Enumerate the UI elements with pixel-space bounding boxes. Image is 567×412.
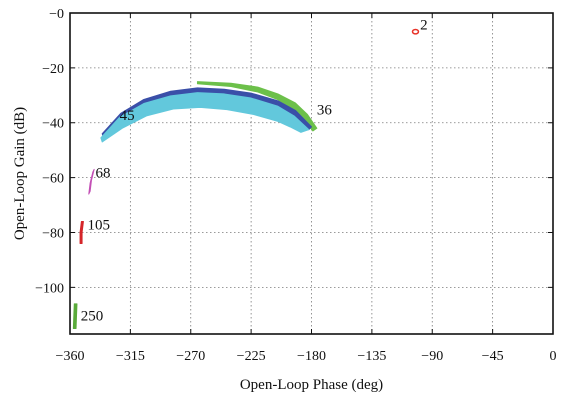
- y-tick-label: −20: [42, 62, 64, 77]
- x-tick-label: −270: [176, 349, 205, 364]
- grid-layer: [70, 13, 553, 334]
- series-3-band: [100, 92, 310, 143]
- series-1-band: [196, 81, 318, 132]
- annotation-label-2: 2: [420, 17, 428, 33]
- x-tick-label: −90: [421, 349, 443, 364]
- series-6-band: [72, 303, 78, 330]
- annotation-label-250: 250: [81, 308, 104, 324]
- annotation-label-68: 68: [95, 166, 110, 182]
- x-tick-label: −225: [237, 349, 266, 364]
- series-0-cluster: [411, 28, 420, 35]
- annotation-layer: 2 36 45 68 105 250: [81, 17, 428, 324]
- y-tick-label: −60: [42, 172, 64, 187]
- x-tick-label: −180: [297, 349, 326, 364]
- tick-layer: −360 −315 −270 −225 −180 −135 −90 −45 0 −0 −20 −40 −…: [35, 7, 556, 364]
- x-tick-label: 0: [550, 349, 557, 364]
- y-tick-label: −40: [42, 117, 64, 132]
- annotation-label-45: 45: [120, 108, 135, 124]
- annotation-label-36: 36: [317, 103, 333, 119]
- x-tick-label: −45: [482, 349, 504, 364]
- annotation-label-105: 105: [87, 218, 110, 234]
- x-tick-label: −135: [357, 349, 386, 364]
- data-layer: [72, 28, 420, 330]
- y-tick-label: −0: [49, 7, 64, 22]
- x-tick-label: −315: [116, 349, 145, 364]
- y-axis-title: Open-Loop Gain (dB): [12, 107, 28, 240]
- y-tick-label: −80: [42, 226, 64, 241]
- y-tick-label: −100: [35, 281, 64, 296]
- x-axis-title: Open-Loop Phase (deg): [240, 377, 383, 393]
- x-tick-label: −360: [56, 349, 85, 364]
- series-4-band: [88, 168, 95, 195]
- series-5-band: [79, 221, 84, 244]
